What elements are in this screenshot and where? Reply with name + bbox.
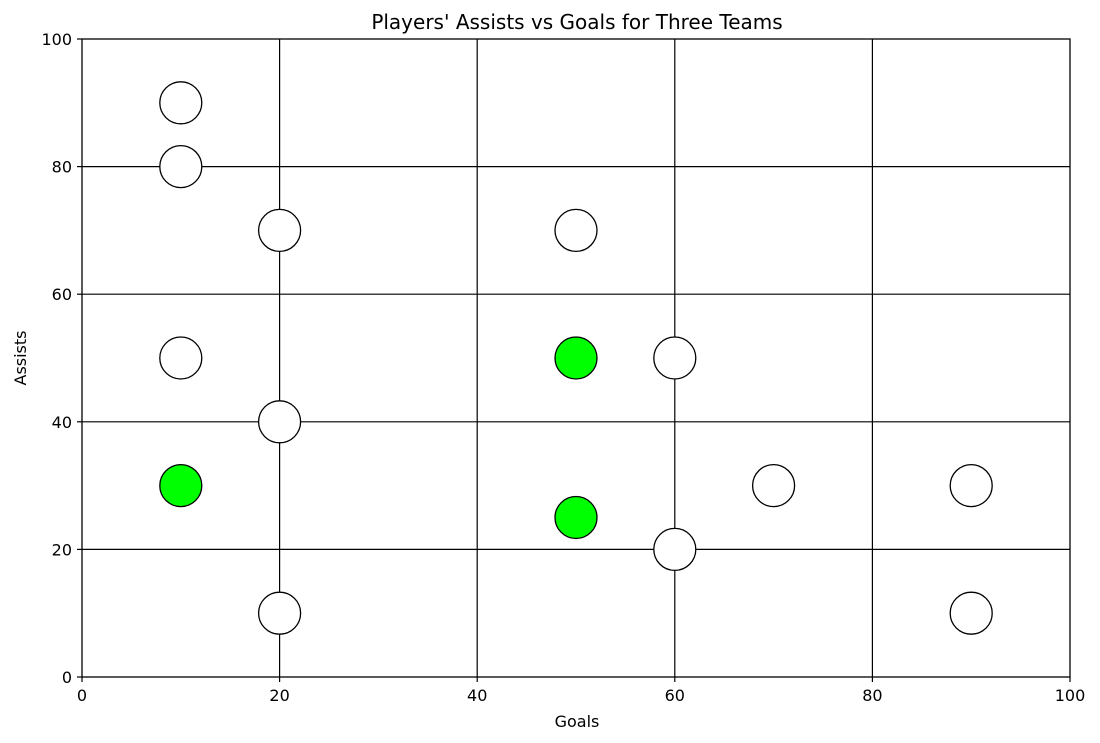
data-point xyxy=(554,208,598,253)
data-point xyxy=(949,591,993,635)
data-point xyxy=(949,463,993,508)
y-tick-label: 60 xyxy=(52,285,72,304)
x-tick-label: 20 xyxy=(269,686,289,705)
y-tick-label: 40 xyxy=(52,413,72,432)
plot-frame xyxy=(81,38,1071,678)
data-point xyxy=(257,400,302,444)
data-point xyxy=(257,208,302,253)
x-tick-label: 100 xyxy=(1055,686,1086,705)
data-point xyxy=(257,591,302,635)
x-tick-label: 40 xyxy=(467,686,487,705)
y-axis-ticks: 0 20 40 60 80 100 xyxy=(41,30,82,687)
data-point xyxy=(159,81,203,125)
chart-title: Players' Assists vs Goals for Three Team… xyxy=(371,10,782,34)
y-tick-label: 100 xyxy=(41,30,72,49)
y-tick-label: 20 xyxy=(52,540,72,559)
y-axis-label: Assists xyxy=(11,330,30,385)
data-point-highlighted xyxy=(554,495,598,540)
data-point xyxy=(159,144,203,189)
data-point xyxy=(159,336,203,380)
grid-lines xyxy=(82,39,1070,677)
x-tick-label: 60 xyxy=(665,686,685,705)
y-tick-label: 80 xyxy=(52,158,72,177)
data-point-highlighted xyxy=(159,463,203,508)
x-axis-label: Goals xyxy=(555,712,600,731)
data-points xyxy=(159,81,993,635)
x-tick-label: 80 xyxy=(862,686,882,705)
data-point-highlighted xyxy=(554,336,598,380)
x-axis-ticks: 0 20 40 60 80 100 xyxy=(77,677,1085,705)
x-tick-label: 0 xyxy=(77,686,87,705)
data-point xyxy=(653,336,697,380)
data-point xyxy=(653,527,697,572)
data-point xyxy=(751,463,796,508)
y-tick-label: 0 xyxy=(62,668,72,687)
